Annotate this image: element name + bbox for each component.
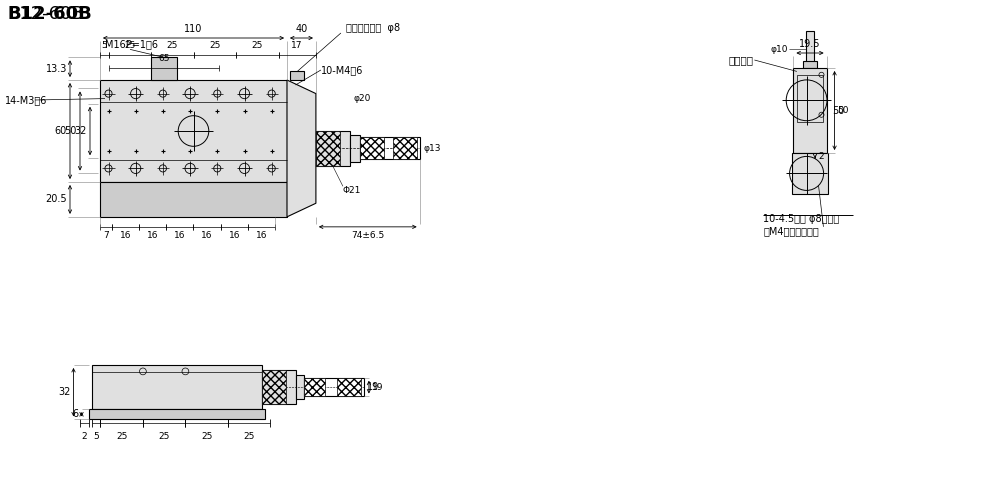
Text: 74±6.5: 74±6.5	[351, 231, 384, 240]
Text: 25: 25	[166, 41, 178, 50]
Text: 16: 16	[255, 231, 267, 240]
Text: φ20: φ20	[354, 94, 371, 102]
Bar	[304, 378, 364, 396]
Bar	[316, 130, 350, 166]
Text: ボルト挿入穴  φ8: ボルト挿入穴 φ8	[346, 23, 400, 33]
Bar	[296, 375, 304, 399]
Text: 110: 110	[184, 24, 202, 34]
Text: 32: 32	[75, 126, 87, 136]
Bar	[806, 30, 814, 68]
Text: 50: 50	[838, 106, 849, 115]
Text: 25: 25	[251, 41, 263, 50]
Text: 2: 2	[818, 152, 824, 161]
Text: φ13: φ13	[423, 144, 441, 153]
Bar	[262, 370, 285, 404]
Text: 6: 6	[72, 409, 78, 419]
Text: Φ21: Φ21	[343, 186, 361, 196]
Text: 32: 32	[58, 387, 70, 397]
Bar	[360, 137, 419, 159]
Text: 40: 40	[295, 24, 307, 34]
Text: 13.3: 13.3	[46, 64, 67, 74]
Text: 25: 25	[243, 432, 255, 441]
Text: 16: 16	[147, 231, 158, 240]
Text: 16: 16	[228, 231, 240, 240]
Bar	[290, 72, 304, 80]
Text: 5: 5	[93, 432, 99, 441]
Bar	[100, 182, 287, 217]
Text: 16: 16	[120, 231, 131, 240]
Text: 7: 7	[103, 231, 109, 240]
Bar	[316, 130, 339, 166]
Text: 25: 25	[124, 41, 135, 50]
Text: 25: 25	[116, 432, 127, 441]
Text: 25: 25	[158, 432, 170, 441]
Bar	[792, 153, 828, 194]
Bar	[794, 68, 827, 153]
Text: 16: 16	[201, 231, 213, 240]
Text: クランプ: クランプ	[729, 55, 754, 65]
Bar	[304, 378, 325, 396]
Text: 25: 25	[209, 41, 220, 50]
Text: 14-M3深6: 14-M3深6	[5, 95, 47, 105]
Text: 50: 50	[65, 126, 77, 136]
Polygon shape	[287, 80, 316, 217]
Text: 5: 5	[101, 41, 107, 50]
Text: 16: 16	[174, 231, 185, 240]
Text: 2: 2	[81, 432, 87, 441]
Text: 10-4.5キリ φ8ザグリ: 10-4.5キリ φ8ザグリ	[764, 214, 840, 224]
Bar	[92, 365, 262, 409]
Bar	[350, 135, 360, 162]
Bar	[337, 378, 361, 396]
Bar	[88, 409, 265, 419]
Text: 10-M4深6: 10-M4深6	[321, 65, 363, 75]
Bar	[262, 370, 296, 404]
Bar	[151, 57, 176, 80]
Text: φ10: φ10	[771, 45, 789, 54]
Text: B12-60B: B12-60B	[7, 5, 92, 23]
Bar	[797, 75, 823, 122]
Text: 20.5: 20.5	[45, 195, 67, 204]
Bar	[803, 61, 817, 68]
Text: 17: 17	[291, 41, 303, 50]
Text: 60: 60	[55, 126, 67, 136]
Text: 25: 25	[201, 432, 212, 441]
Text: 19: 19	[366, 382, 379, 392]
Text: 50: 50	[832, 105, 845, 116]
Text: 19.5: 19.5	[799, 39, 821, 49]
Text: 19: 19	[372, 383, 383, 392]
Text: M16P=1深6: M16P=1深6	[105, 39, 158, 49]
Bar	[360, 137, 384, 159]
Text: B12-60B: B12-60B	[7, 5, 83, 23]
Text: （M4用ボルト穴）: （M4用ボルト穴）	[764, 226, 819, 236]
Bar	[392, 137, 416, 159]
Bar	[100, 80, 287, 182]
Text: 65: 65	[158, 54, 169, 63]
